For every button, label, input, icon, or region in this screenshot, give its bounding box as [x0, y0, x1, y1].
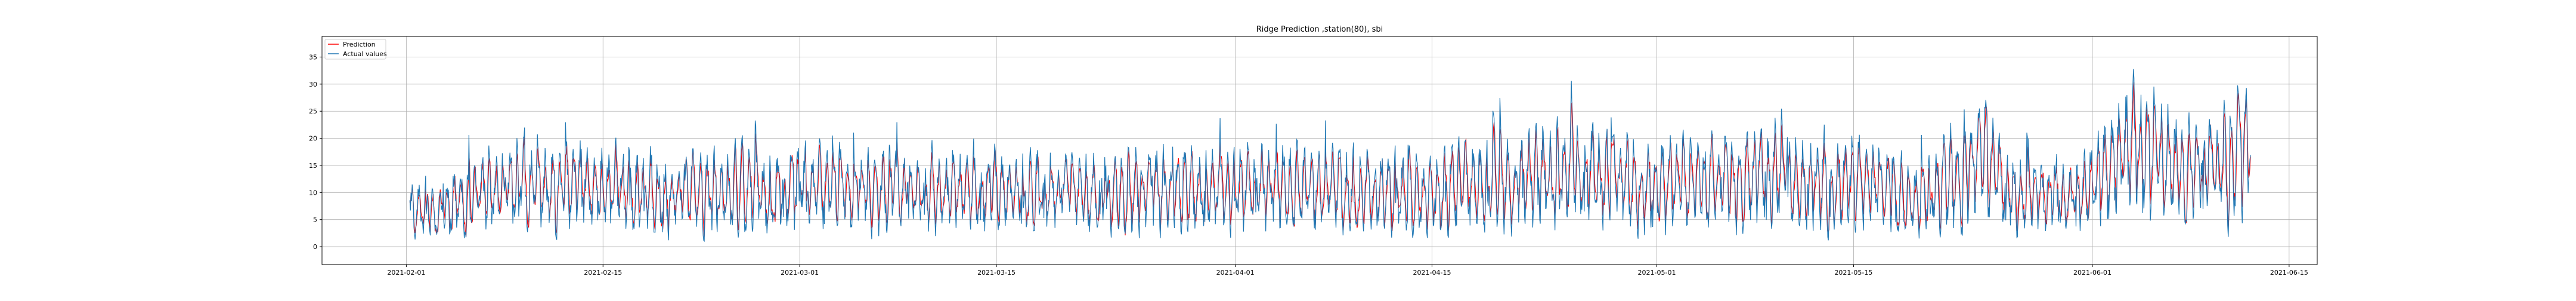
x-tick-label: 2021-03-01 — [781, 269, 819, 277]
grid — [322, 36, 2317, 265]
y-tick-label: 20 — [309, 135, 317, 143]
x-tick-label: 2021-02-15 — [584, 269, 622, 277]
x-tick-label: 2021-02-01 — [387, 269, 425, 277]
plot-frame — [321, 36, 2318, 265]
y-tick-label: 25 — [309, 108, 317, 115]
y-tick-label: 0 — [313, 243, 317, 251]
series-area — [409, 69, 2251, 242]
x-tick-label: 2021-03-15 — [977, 269, 1015, 277]
legend: Prediction Actual values — [324, 39, 387, 60]
y-tick-label: 30 — [309, 81, 317, 88]
axis-ticks: 0 5 10 15 20 25 30 35 2021-02-01 2021-02-15 2021-0… — [309, 53, 2308, 277]
chart-title: Ridge Prediction ,station(80), sbi — [1256, 25, 1383, 34]
x-tick-label: 2021-04-15 — [1413, 269, 1451, 277]
x-tick-label: 2021-05-01 — [1638, 269, 1676, 277]
y-tick-label: 10 — [309, 189, 317, 196]
y-tick-label: 15 — [309, 162, 317, 170]
series-line-actual-values — [409, 69, 2251, 242]
x-tick-label: 2021-06-01 — [2073, 269, 2111, 277]
x-tick-label: 2021-05-15 — [1834, 269, 1872, 277]
y-tick-label: 35 — [309, 53, 317, 61]
legend-label-actual: Actual values — [343, 50, 387, 58]
x-tick-label: 2021-04-01 — [1216, 269, 1255, 277]
legend-label-prediction: Prediction — [343, 41, 376, 48]
y-tick-label: 5 — [313, 216, 317, 224]
x-tick-label: 2021-06-15 — [2270, 269, 2308, 277]
legend-box — [324, 39, 386, 60]
